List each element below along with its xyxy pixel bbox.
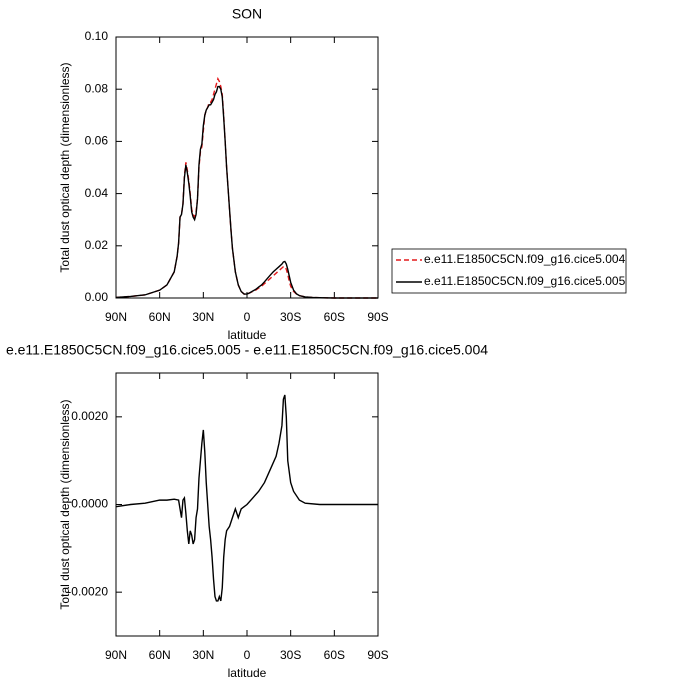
series-line [115, 85, 378, 299]
legend-label: e.e11.E1850C5CN.f09_g16.cice5.004 [424, 252, 626, 266]
x-tick-label: 90N [105, 648, 127, 662]
y-tick-label: 0.02 [85, 238, 109, 252]
x-tick-label: 0 [244, 648, 251, 662]
x-tick-label: 90N [105, 310, 127, 324]
x-tick-label: 90S [367, 648, 388, 662]
x-tick-label: 60N [149, 648, 171, 662]
chart-title: SON [232, 6, 262, 22]
x-tick-label: 60N [149, 310, 171, 324]
y-tick-label: 0.04 [85, 186, 109, 200]
x-tick-label: 60S [324, 648, 345, 662]
series-line [115, 394, 378, 602]
y-tick-label: 0.0000 [71, 497, 108, 511]
y-tick-label: 0.06 [85, 134, 109, 148]
x-tick-label: 30N [192, 310, 214, 324]
x-tick-label: 30N [192, 648, 214, 662]
y-tick-label: -0.0020 [67, 584, 108, 598]
x-axis-label: latitude [228, 328, 267, 342]
y-tick-label: 0.08 [85, 81, 109, 95]
legend-box [391, 248, 627, 294]
y-tick-label: 0.00 [85, 290, 109, 304]
legend-label: e.e11.E1850C5CN.f09_g16.cice5.005 [424, 274, 626, 288]
y-tick-label: 0.10 [85, 29, 109, 43]
x-tick-label: 0 [244, 310, 251, 324]
x-tick-label: 30S [280, 648, 301, 662]
plot-frame [115, 36, 379, 299]
x-axis-label: latitude [228, 666, 267, 680]
x-tick-label: 30S [280, 310, 301, 324]
y-axis-label: Total dust optical depth (dimensionless) [58, 62, 72, 272]
y-tick-label: 0.0020 [71, 409, 108, 423]
x-tick-label: 90S [367, 310, 388, 324]
y-axis-label: Total dust optical depth (dimensionless) [58, 399, 72, 609]
series-line [115, 76, 378, 299]
plot-frame [115, 372, 379, 637]
x-tick-label: 60S [324, 310, 345, 324]
chart-title: e.e11.E1850C5CN.f09_g16.cice5.005 - e.e1… [6, 342, 488, 358]
